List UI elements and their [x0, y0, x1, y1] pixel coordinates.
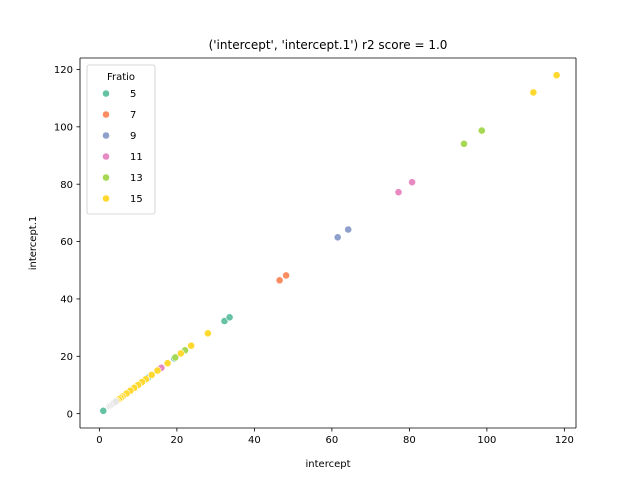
data-point — [460, 139, 468, 148]
legend-marker — [102, 131, 110, 140]
data-point — [203, 329, 212, 338]
y-tick-label: 40 — [60, 295, 73, 306]
data-point — [408, 178, 416, 187]
data-point — [552, 71, 561, 80]
legend-frame — [86, 64, 156, 215]
data-point — [394, 188, 403, 197]
legend-label: 15 — [130, 194, 143, 205]
data-point — [187, 341, 196, 350]
data-point — [529, 88, 538, 97]
axes-layer — [79, 57, 577, 429]
x-tick-label: 0 — [96, 435, 102, 446]
data-point — [111, 397, 120, 406]
x-tick-label: 120 — [555, 435, 574, 446]
ticks-layer: 0 20 40 60 80 100 120 0 20 40 60 80 100 120 — [54, 65, 574, 446]
data-point — [275, 276, 284, 285]
legend-label: 9 — [130, 131, 136, 142]
legend-label: 5 — [130, 89, 136, 100]
legend-entries: 5 7 9 11 13 15 — [102, 89, 143, 205]
data-point — [171, 353, 180, 362]
x-tick-label: 60 — [326, 435, 339, 446]
x-tick-label: 100 — [477, 435, 496, 446]
data-point — [147, 370, 156, 379]
x-tick-label: 80 — [403, 435, 416, 446]
x-tick-label: 40 — [248, 435, 261, 446]
y-tick-label: 60 — [60, 237, 73, 248]
legend-label: 13 — [130, 173, 143, 184]
legend-marker — [102, 110, 110, 119]
legend-marker — [102, 194, 110, 203]
x-axis-label: intercept — [306, 459, 351, 470]
data-point — [477, 126, 486, 135]
data-point — [333, 233, 342, 242]
chart-title: ('intercept', 'intercept.1') r2 score = … — [209, 38, 448, 52]
data-point — [99, 406, 108, 415]
points-layer — [99, 71, 561, 415]
y-tick-label: 80 — [60, 180, 73, 191]
x-tick-label: 20 — [171, 435, 184, 446]
data-point — [225, 313, 234, 322]
y-tick-label: 20 — [60, 352, 73, 363]
y-tick-label: 120 — [54, 65, 73, 76]
data-point — [163, 359, 172, 368]
legend-label: 7 — [130, 110, 136, 121]
legend-marker — [102, 173, 110, 182]
data-point — [153, 366, 162, 375]
data-point — [176, 349, 185, 358]
legend-label: 11 — [130, 152, 143, 163]
data-point — [344, 225, 353, 234]
legend-marker — [102, 89, 110, 98]
y-tick-label: 0 — [67, 409, 73, 420]
data-point — [282, 271, 290, 280]
y-axis-label: intercept.1 — [28, 216, 39, 271]
legend-marker — [102, 152, 110, 161]
legend: Fratio 5 7 9 11 13 15 — [86, 64, 156, 215]
legend-title: Fratio — [107, 72, 135, 83]
y-tick-label: 100 — [54, 122, 73, 133]
